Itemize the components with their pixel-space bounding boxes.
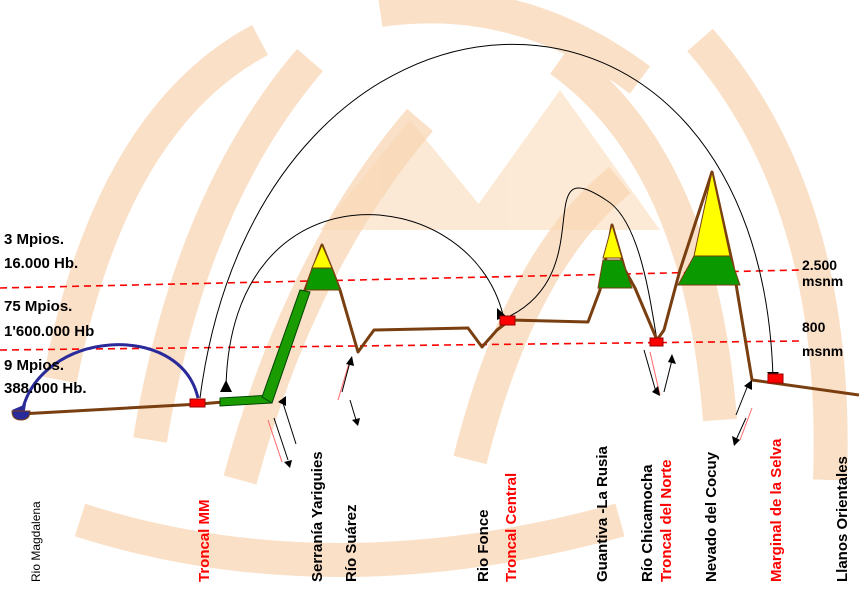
- place-label-rio-fonce: Rio Fonce: [475, 509, 492, 582]
- connection-arcs: [199, 44, 774, 399]
- level-high-inhabitants: 16.000 Hb.: [4, 255, 78, 272]
- arc-yariguies-to-troncal-central: [225, 214, 504, 389]
- altitude-2500-value: 2.500: [802, 257, 837, 273]
- place-label-nevado-del-cocuy: Nevado del Cocuy: [703, 451, 720, 582]
- place-label-rio-suarez: Río Suárez: [343, 504, 360, 582]
- altitude-line-2500: [0, 269, 801, 289]
- node-troncal-central: [499, 315, 516, 326]
- peak-yariguies: [304, 243, 341, 291]
- level-low-inhabitants: 388.000 Hb.: [4, 380, 87, 397]
- arc-troncal-central-to-guantiva: [509, 187, 658, 341]
- altitude-2500-unit: msnm: [802, 273, 843, 289]
- node-rio-magdalena: [11, 410, 31, 421]
- node-troncal-mm: [189, 398, 206, 408]
- node-troncal-norte: [649, 337, 664, 347]
- place-label-serrania-yariguies: Serranía Yariguies: [309, 451, 326, 582]
- road-segment-ascent: [261, 289, 311, 404]
- level-mid-municipalities: 75 Mpios.: [4, 298, 72, 315]
- place-label-llanos-orientales: Llanos Orientales: [834, 456, 851, 582]
- place-label-troncal-mm: Troncal MM: [196, 499, 213, 582]
- altitude-800-unit: msnm: [802, 343, 843, 359]
- altitude-line-800: [0, 340, 801, 351]
- peak-guantiva: [597, 223, 633, 289]
- place-label-marginal-de-la-selva: Marginal de la Selva: [768, 438, 785, 582]
- place-label-rio-chicamocha: Río Chicamocha: [639, 464, 656, 582]
- peak-cocuy: [677, 171, 741, 286]
- level-high-municipalities: 3 Mpios.: [4, 231, 64, 248]
- level-mid-inhabitants: 1'600.000 Hb: [4, 323, 94, 340]
- node-marginal-selva: [767, 373, 784, 384]
- watermark-mountains: [320, 90, 660, 230]
- place-label-troncal-central: Troncal Central: [503, 473, 520, 582]
- migration-arc: [20, 343, 200, 413]
- place-label-rio-magdalena: Rio Magdalena: [29, 501, 43, 582]
- arc-troncal-mm-to-marginal: [199, 44, 774, 399]
- place-label-guantiva-la-rusia: Guantiva -La Rusia: [594, 445, 611, 582]
- level-low-municipalities: 9 Mpios.: [4, 357, 64, 374]
- place-label-troncal-del-norte: Troncal del Norte: [658, 459, 675, 582]
- flow-arrows: [267, 349, 753, 468]
- altitude-800-value: 800: [802, 319, 826, 335]
